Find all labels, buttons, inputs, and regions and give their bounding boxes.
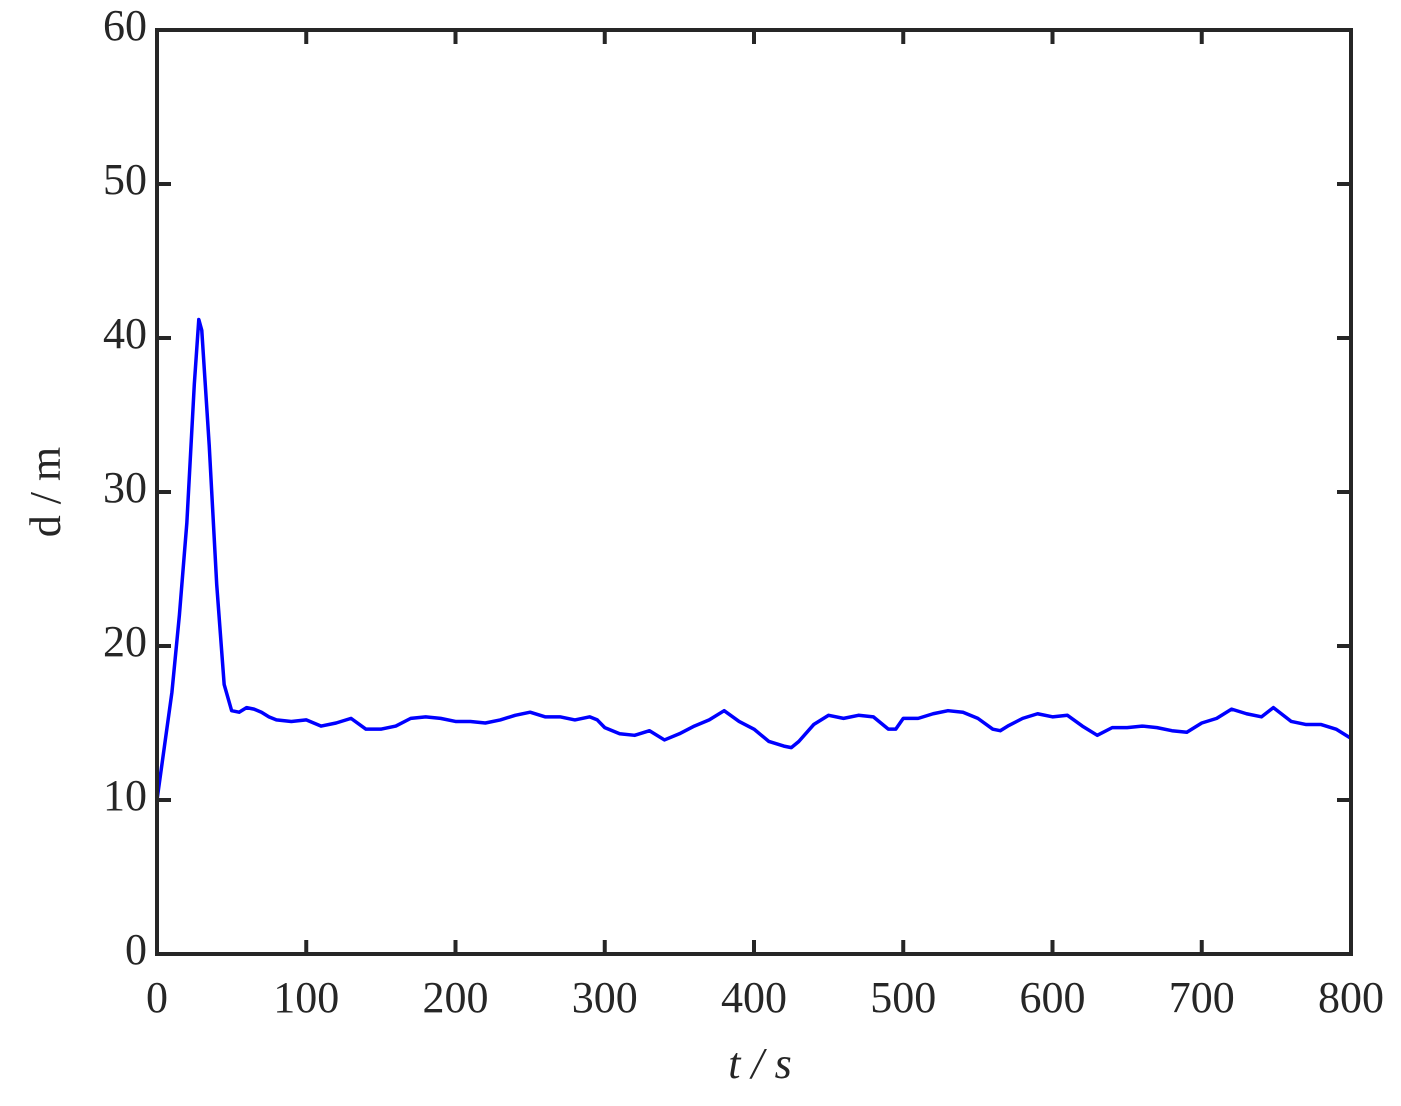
y-tick-label: 10 — [103, 771, 147, 820]
x-tick-label: 300 — [572, 973, 638, 1022]
y-tick-label: 60 — [103, 1, 147, 50]
y-tick-label: 30 — [103, 463, 147, 512]
y-tick-label: 20 — [103, 617, 147, 666]
x-tick-label: 500 — [870, 973, 936, 1022]
data-line — [155, 317, 1352, 801]
x-tick-label: 200 — [423, 973, 489, 1022]
x-tick-label: 400 — [721, 973, 787, 1022]
x-axis-label: t / s — [728, 1039, 792, 1088]
y-tick-label: 50 — [103, 155, 147, 204]
y-tick-label: 0 — [125, 925, 147, 974]
x-tick-label: 0 — [146, 973, 168, 1022]
y-axis-label: d / m — [21, 447, 70, 537]
x-tick-label: 800 — [1318, 973, 1384, 1022]
x-tick-label: 600 — [1020, 973, 1086, 1022]
plot-frame — [155, 28, 1353, 956]
y-tick-label: 40 — [103, 309, 147, 358]
x-tick-label: 100 — [273, 973, 339, 1022]
x-tick-label: 700 — [1169, 973, 1235, 1022]
